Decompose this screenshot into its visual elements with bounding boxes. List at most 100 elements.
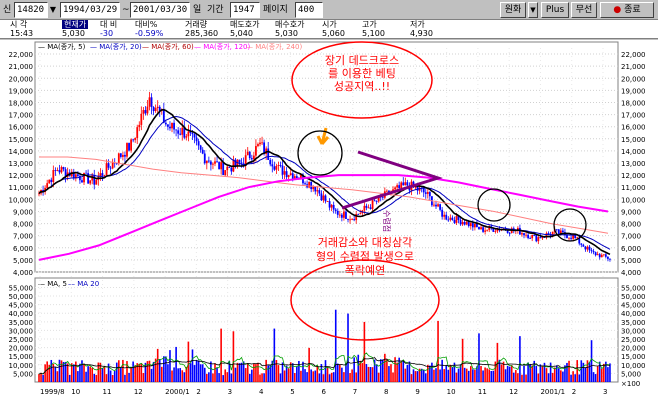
candle-body <box>257 144 259 147</box>
volume-bar <box>445 365 448 382</box>
volume-bar <box>253 363 255 382</box>
volume-bar <box>388 366 390 382</box>
candle-body <box>289 173 292 176</box>
volume-bar <box>175 346 177 382</box>
end-date-input[interactable]: 2001/03/30 <box>130 2 190 18</box>
volume-bar <box>148 360 151 382</box>
candle-body <box>269 159 272 165</box>
triangle-label: 수렴점 <box>382 210 392 232</box>
candle-body <box>95 180 98 185</box>
candle-body <box>142 110 145 114</box>
volume-bar <box>154 358 157 382</box>
volume-bar <box>564 365 566 382</box>
quote-value: -30 <box>100 29 114 38</box>
candle-body <box>62 167 65 170</box>
candle-body <box>592 251 595 253</box>
volume-bar <box>347 313 349 382</box>
volume-bar <box>60 360 63 382</box>
volume-bar <box>75 361 77 382</box>
price-legend-item: — MA(종가, 240) <box>246 42 302 51</box>
page-input[interactable]: 400 <box>295 2 323 18</box>
candle-body <box>152 107 155 112</box>
period-unit-label[interactable]: 일 <box>193 5 202 15</box>
currency-dropdown-icon[interactable]: ▼ <box>528 2 538 18</box>
candle-body <box>602 254 605 256</box>
volume-bar <box>312 371 315 382</box>
candle-body <box>533 234 536 236</box>
volume-bar <box>160 366 163 382</box>
volume-bar <box>459 364 462 382</box>
volume-bar <box>52 363 55 382</box>
volume-bar <box>400 360 403 382</box>
price-tick-label-right: 14,000 <box>621 148 646 156</box>
candle-body <box>557 229 560 234</box>
volume-bar <box>257 362 259 382</box>
close-button[interactable]: ● 종료 <box>600 2 654 18</box>
candle-body <box>171 122 173 129</box>
candle-body <box>318 190 321 194</box>
volume-bar <box>449 364 452 382</box>
plus-button[interactable]: Plus <box>541 2 569 18</box>
volume-bar <box>531 365 533 382</box>
volume-bar <box>424 373 427 382</box>
volume-bar <box>600 368 603 382</box>
price-tick-label-left: 16,000 <box>9 124 34 132</box>
currency-button[interactable]: 원화 <box>500 2 526 18</box>
volume-bar <box>472 369 474 382</box>
candle-body <box>314 186 317 192</box>
volume-bar <box>332 372 335 382</box>
candle-body <box>50 179 53 182</box>
candle-body <box>220 162 223 170</box>
symmetric-triangle <box>341 150 443 210</box>
volume-bar <box>240 362 243 382</box>
volume-bar <box>568 360 570 382</box>
x-tick-label: 2001/1 <box>540 388 565 396</box>
volume-bar <box>441 359 443 382</box>
stock-code-input[interactable]: 14820 <box>14 2 48 18</box>
code-dropdown-icon[interactable]: ▼ <box>49 5 57 14</box>
candle-body <box>396 185 399 188</box>
volume-bar <box>124 374 126 382</box>
volume-bar <box>38 374 40 382</box>
volume-bar <box>300 370 302 382</box>
volume-bar <box>488 369 491 382</box>
volume-bar <box>138 363 141 382</box>
x-tick-label: 2 <box>196 388 200 396</box>
volume-tick-label-left: 10,000 <box>9 362 34 370</box>
candle-body <box>422 188 425 193</box>
volume-bar <box>404 368 407 382</box>
candle-body <box>316 190 319 192</box>
volume-bar <box>142 373 145 382</box>
volume-bar <box>103 365 106 382</box>
candle-body <box>607 256 609 259</box>
candle-body <box>400 182 403 189</box>
start-date-input[interactable]: 1994/03/29 <box>60 2 120 18</box>
candle-body <box>336 210 339 215</box>
candle-body <box>222 162 225 176</box>
candle-body <box>373 200 376 202</box>
chart-area[interactable]: — MA(종가, 5) — MA(종가, 20) — MA(종가, 60) — MA(… <box>0 40 658 400</box>
price-tick-label-right: 13,000 <box>621 160 646 168</box>
volume-bar <box>316 365 319 382</box>
period-input[interactable]: 1947 <box>230 2 260 18</box>
volume-bar <box>42 374 44 382</box>
none-button[interactable]: 무선 <box>571 2 597 18</box>
candle-body <box>89 180 92 184</box>
candle-body <box>545 233 548 238</box>
candle-body <box>465 221 468 225</box>
price-tick-label-right: 19,000 <box>621 87 646 95</box>
price-volume-chart[interactable]: — MA(종가, 5) — MA(종가, 20) — MA(종가, 60) — MA(… <box>0 40 658 400</box>
candle-body <box>167 124 169 127</box>
candle-body <box>101 173 104 176</box>
price-tick-label-left: 15,000 <box>9 136 34 144</box>
candle-body <box>185 136 188 138</box>
candle-body <box>525 234 527 236</box>
volume-bar <box>298 360 300 382</box>
candle-body <box>328 201 331 208</box>
quote-header: 매도호가 <box>230 20 260 29</box>
volume-bar <box>118 360 120 382</box>
volume-bar <box>590 340 593 382</box>
price-legend-item: — MA(종가, 120) <box>194 42 250 51</box>
volume-bar <box>44 364 46 382</box>
volume-bar <box>537 373 540 382</box>
